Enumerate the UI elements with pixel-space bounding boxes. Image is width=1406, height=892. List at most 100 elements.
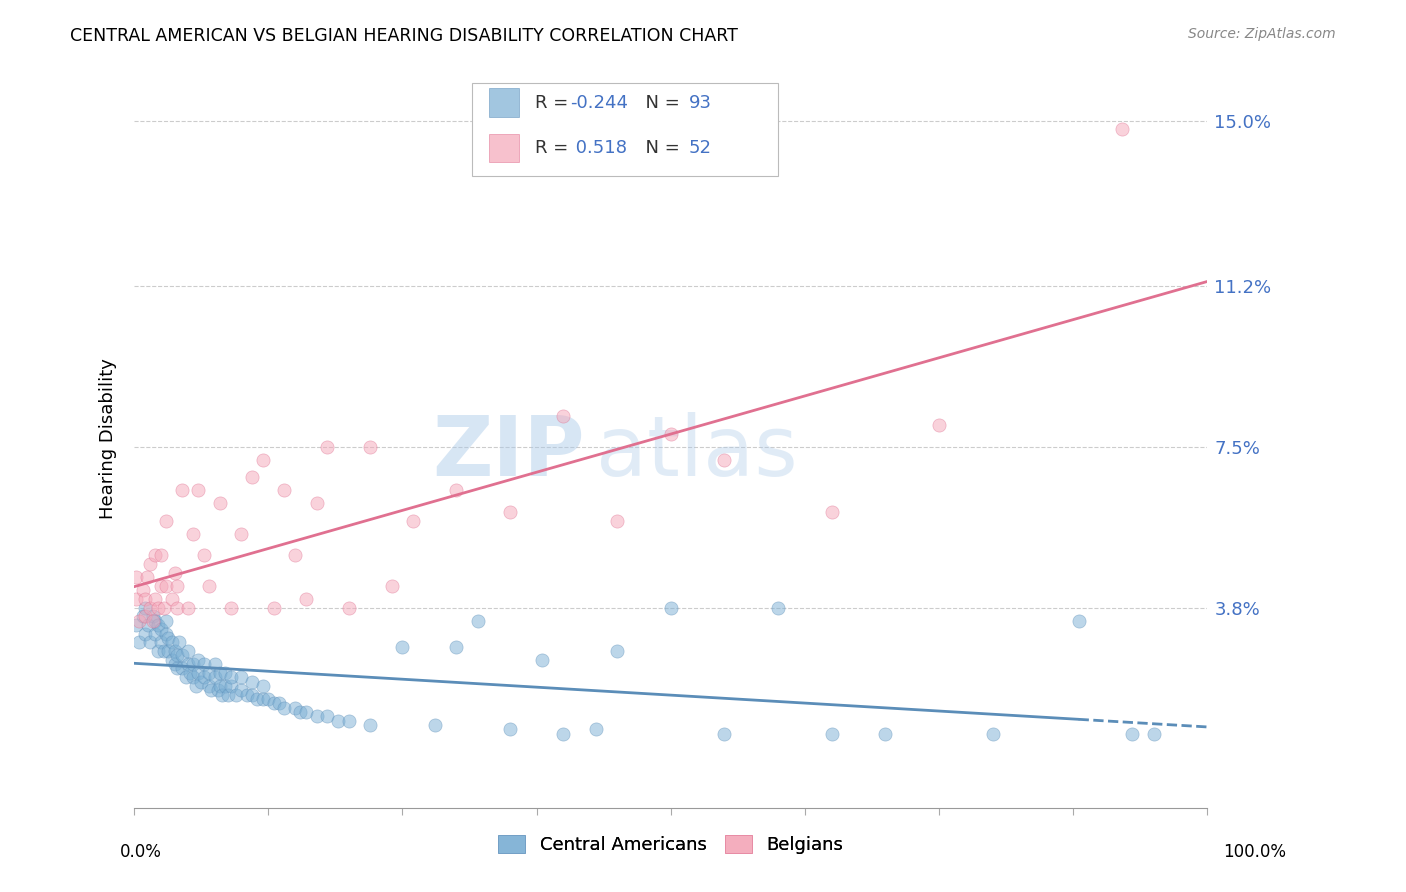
Text: -0.244: -0.244: [569, 94, 628, 112]
Point: [659, 426, 682, 441]
Point: [294, 591, 316, 606]
Point: [157, 631, 180, 645]
Point: [821, 727, 844, 741]
Point: [187, 665, 209, 680]
Point: [284, 700, 307, 714]
Point: [219, 679, 242, 693]
FancyBboxPatch shape: [489, 135, 519, 162]
Point: [174, 670, 197, 684]
Text: 0.518: 0.518: [569, 139, 627, 157]
Point: [240, 674, 263, 689]
Point: [179, 665, 201, 680]
Point: [160, 635, 183, 649]
Point: [231, 526, 253, 541]
Point: [316, 440, 339, 454]
Point: [200, 683, 222, 698]
FancyBboxPatch shape: [489, 88, 519, 117]
Point: [214, 665, 236, 680]
Text: CENTRAL AMERICAN VS BELGIAN HEARING DISABILITY CORRELATION CHART: CENTRAL AMERICAN VS BELGIAN HEARING DISA…: [70, 27, 738, 45]
Point: [167, 635, 190, 649]
FancyBboxPatch shape: [472, 83, 778, 176]
Point: [337, 600, 360, 615]
Point: [219, 600, 242, 615]
Point: [231, 670, 253, 684]
Point: [198, 579, 221, 593]
Point: [155, 514, 177, 528]
Point: [146, 618, 169, 632]
Point: [145, 591, 167, 606]
Point: [198, 679, 221, 693]
Point: [875, 727, 897, 741]
Point: [134, 609, 156, 624]
Point: [149, 579, 172, 593]
Point: [181, 657, 204, 672]
Point: [142, 614, 165, 628]
Point: [305, 496, 328, 510]
Point: [391, 640, 413, 654]
Point: [246, 692, 269, 706]
Point: [240, 470, 263, 484]
Point: [1067, 614, 1090, 628]
Text: 0.0%: 0.0%: [120, 843, 162, 861]
Point: [585, 723, 607, 737]
Point: [207, 683, 229, 698]
Point: [160, 653, 183, 667]
Text: R =: R =: [536, 94, 575, 112]
Point: [193, 549, 215, 563]
Point: [257, 692, 280, 706]
Point: [530, 653, 553, 667]
Legend: Central Americans, Belgians: Central Americans, Belgians: [491, 828, 851, 862]
Point: [187, 653, 209, 667]
Point: [499, 505, 522, 519]
Text: 100.0%: 100.0%: [1223, 843, 1286, 861]
Point: [136, 618, 159, 632]
Point: [235, 688, 257, 702]
Point: [142, 609, 165, 624]
Point: [252, 679, 274, 693]
Point: [553, 409, 575, 424]
Point: [125, 618, 148, 632]
Point: [208, 665, 231, 680]
Point: [198, 665, 221, 680]
Point: [252, 692, 274, 706]
Point: [423, 718, 446, 732]
Point: [204, 657, 226, 672]
Point: [713, 452, 735, 467]
Point: [713, 727, 735, 741]
Point: [153, 600, 176, 615]
Point: [145, 549, 167, 563]
Point: [252, 452, 274, 467]
Point: [160, 591, 183, 606]
Point: [553, 727, 575, 741]
Point: [149, 549, 172, 563]
Point: [218, 688, 240, 702]
Text: ZIP: ZIP: [433, 412, 585, 493]
Point: [166, 661, 188, 675]
Point: [172, 661, 194, 675]
Point: [172, 483, 194, 498]
Point: [145, 614, 167, 628]
Point: [606, 514, 628, 528]
Point: [499, 723, 522, 737]
Point: [181, 670, 204, 684]
Point: [187, 483, 209, 498]
Point: [153, 644, 176, 658]
Point: [193, 657, 215, 672]
Point: [211, 688, 233, 702]
Point: [131, 609, 153, 624]
Point: [606, 644, 628, 658]
Point: [134, 626, 156, 640]
Point: [381, 579, 404, 593]
Text: Source: ZipAtlas.com: Source: ZipAtlas.com: [1188, 27, 1336, 41]
Point: [273, 483, 295, 498]
Point: [125, 570, 148, 584]
Point: [166, 579, 188, 593]
Point: [337, 714, 360, 728]
Text: 52: 52: [689, 139, 711, 157]
Point: [316, 709, 339, 723]
Point: [163, 566, 186, 580]
Point: [193, 670, 215, 684]
Point: [190, 674, 212, 689]
Point: [208, 679, 231, 693]
Point: [1111, 122, 1133, 136]
